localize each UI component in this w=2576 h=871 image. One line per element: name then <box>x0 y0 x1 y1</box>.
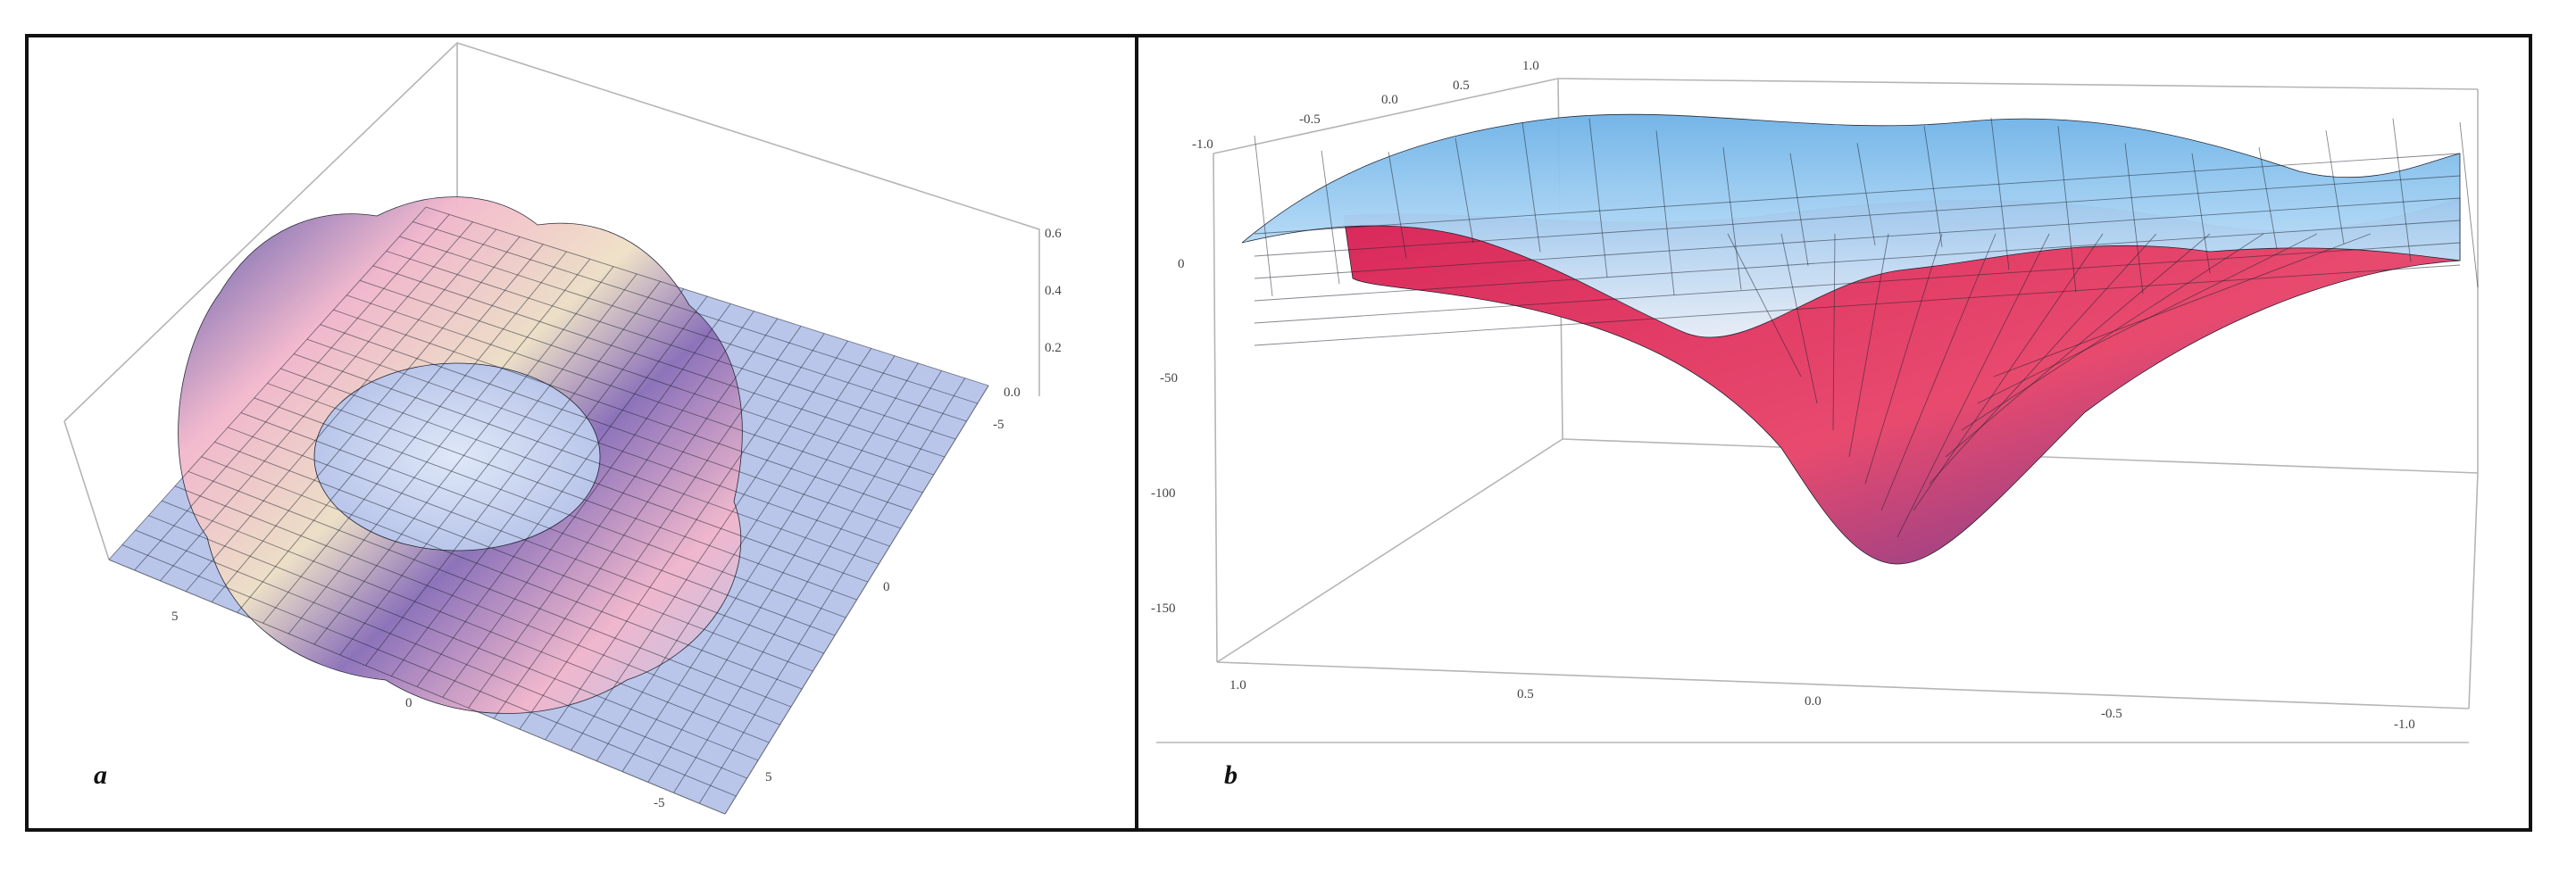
mesh-line <box>2124 143 2144 294</box>
mesh-line <box>1856 143 1876 245</box>
panel-b: 0 -50 -100 -150 1.0 0.5 0.0 -0.5 -1.0 -1… <box>1138 37 2529 828</box>
z-tick: 0.2 <box>1045 341 1062 355</box>
mesh-line <box>2459 121 2479 287</box>
z-tick: 0.0 <box>1004 386 1021 400</box>
z-tick: -100 <box>1151 486 1176 501</box>
mesh-line <box>1923 126 1943 247</box>
mesh-line <box>1993 233 2372 377</box>
x-tick: -0.5 <box>2101 707 2122 721</box>
mesh-line <box>1588 118 1608 278</box>
panel-label-b: b <box>1224 760 1238 790</box>
surface-upper-sheet-b <box>1241 113 2461 338</box>
mesh-line <box>2392 118 2412 262</box>
mesh-line <box>399 236 967 422</box>
mesh-b <box>1254 117 2479 538</box>
surface-hole-a <box>313 362 601 552</box>
mesh-line <box>1897 233 2050 538</box>
x-tick: 1.0 <box>1230 678 1246 693</box>
y-tick: 0 <box>883 580 890 594</box>
mesh-line <box>2191 153 2211 274</box>
mesh-line <box>2325 130 2345 245</box>
axis-z-ticks-b: 0 -50 -100 -150 <box>1151 257 1185 616</box>
z-tick: 0 <box>1178 257 1185 271</box>
panel-label-a: a <box>94 760 107 790</box>
mesh-line <box>1455 137 1474 244</box>
z-tick: 0.4 <box>1045 284 1062 298</box>
x-tick: 0 <box>405 696 413 710</box>
mesh-line <box>724 385 989 815</box>
mesh-line <box>1655 130 1675 295</box>
axis-x-ticks-a: 5 0 -5 <box>171 610 665 810</box>
mesh-line <box>1254 153 2461 235</box>
mesh-line <box>1254 264 2461 346</box>
mesh-line <box>1832 233 1836 431</box>
mesh-line <box>1990 117 2010 270</box>
mesh-line <box>1722 147 1742 290</box>
mesh-line <box>698 377 966 804</box>
x-tick: -5 <box>654 796 665 810</box>
y-tick: -0.5 <box>1299 112 1321 127</box>
mesh-line <box>1321 150 1340 285</box>
mesh-line <box>1945 233 2211 458</box>
mesh-line <box>1913 233 2104 511</box>
mesh-line <box>425 206 989 386</box>
x-tick: -1.0 <box>2394 718 2415 732</box>
y-tick: -1.0 <box>1192 137 1213 152</box>
mesh-line <box>1254 220 2461 302</box>
panel-divider <box>1135 34 1138 832</box>
mesh-a <box>108 206 989 815</box>
mesh-line <box>647 362 919 783</box>
y-tick: 5 <box>765 770 772 784</box>
panel-a: 5 0 -5 -5 0 5 0.6 0.4 0.2 0.0 a <box>29 37 1135 828</box>
axis-x-ticks-b: 1.0 0.5 0.0 -0.5 -1.0 <box>1230 678 2415 732</box>
x-tick: 0.0 <box>1805 694 1822 709</box>
surface-plot-b: 0 -50 -100 -150 1.0 0.5 0.0 -0.5 -1.0 -1… <box>1151 59 2479 743</box>
y-tick: 1.0 <box>1522 59 1539 73</box>
x-tick: 5 <box>171 610 179 624</box>
axis-y-ticks-b: -1.0 -0.5 0.0 0.5 1.0 <box>1192 59 1539 152</box>
mesh-line <box>673 370 942 793</box>
mesh-line <box>2258 146 2278 250</box>
mesh-line <box>1864 233 1943 485</box>
mesh-line <box>1521 121 1541 253</box>
mesh-line <box>1388 152 1407 259</box>
mesh-line <box>1254 242 2461 324</box>
x-tick: 0.5 <box>1517 687 1534 701</box>
mesh-line <box>1880 233 1997 511</box>
mesh-line <box>1789 153 1809 266</box>
mesh-line <box>386 250 956 440</box>
z-tick: -150 <box>1151 601 1176 616</box>
z-tick: -50 <box>1160 371 1178 386</box>
mesh-line <box>621 355 896 772</box>
mesh-line <box>413 221 978 404</box>
surface-plot-a: 5 0 -5 -5 0 5 0.6 0.4 0.2 0.0 <box>63 42 1062 815</box>
axis-y-ticks-a: -5 0 5 <box>765 418 1005 784</box>
y-tick: 0.5 <box>1453 79 1470 93</box>
mesh-line <box>1254 197 2461 279</box>
z-tick: 0.6 <box>1045 227 1062 241</box>
mesh-line <box>1727 233 1802 377</box>
y-tick: -5 <box>993 418 1005 432</box>
y-tick: 0.0 <box>1381 93 1398 107</box>
axis-z-ticks-a: 0.6 0.4 0.2 0.0 <box>1004 227 1062 400</box>
mesh-line <box>1929 233 2157 485</box>
mesh-line <box>1848 233 1889 458</box>
mesh-line <box>1780 233 1818 404</box>
mesh-line <box>1254 135 1273 297</box>
mesh-line <box>2057 126 2077 293</box>
mesh-line <box>1254 175 2461 257</box>
